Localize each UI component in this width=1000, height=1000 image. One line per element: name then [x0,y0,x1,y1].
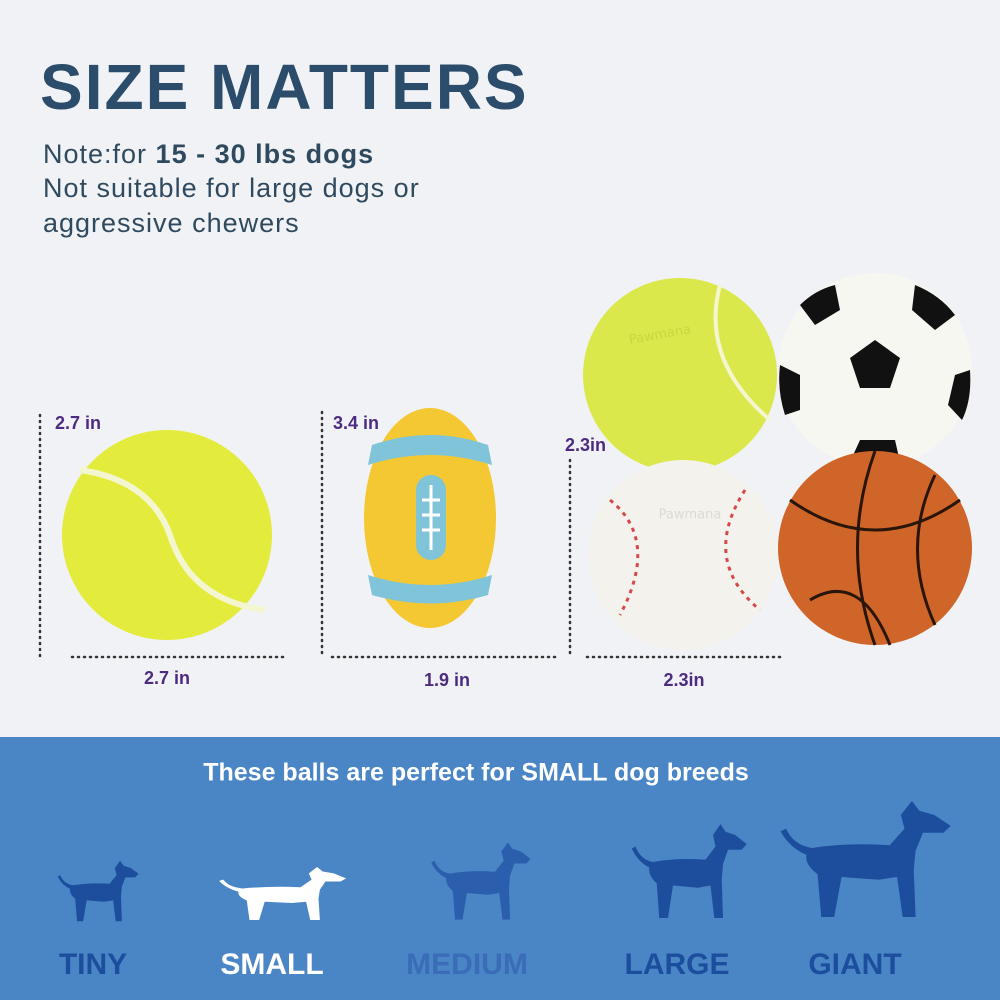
soccer-ball [778,273,972,467]
measurement: 2.7 in [55,413,101,433]
warning-line: Not suitable for large dogs or [43,173,420,203]
size-label: SMALL [220,948,323,981]
football [364,408,496,628]
measurement: 2.3in [565,435,606,455]
baseball: Pawmana [588,460,778,650]
basketball [778,450,972,646]
tennis-ball [62,430,272,640]
note-prefix: Note:for [43,139,156,169]
measurement: 1.9 in [424,670,470,690]
small-tennis-ball: Pawmana [583,278,777,472]
size-label: LARGE [625,948,730,981]
measurement: 3.4 in [333,413,379,433]
title: SIZE MATTERS [40,51,529,123]
note: Note:for 15 - 30 lbs dogs [43,139,374,169]
measurement: 2.7 in [144,668,190,688]
note-bold: 15 - 30 lbs dogs [156,139,375,169]
size-label: TINY [59,948,127,981]
warning-line: aggressive chewers [43,208,300,238]
brand-mark: Pawmana [659,508,722,523]
measurement: 2.3in [663,670,704,690]
banner-text: These balls are perfect for SMALL dog br… [203,759,749,787]
size-label: MEDIUM [406,948,528,981]
size-label: GIANT [808,948,901,981]
